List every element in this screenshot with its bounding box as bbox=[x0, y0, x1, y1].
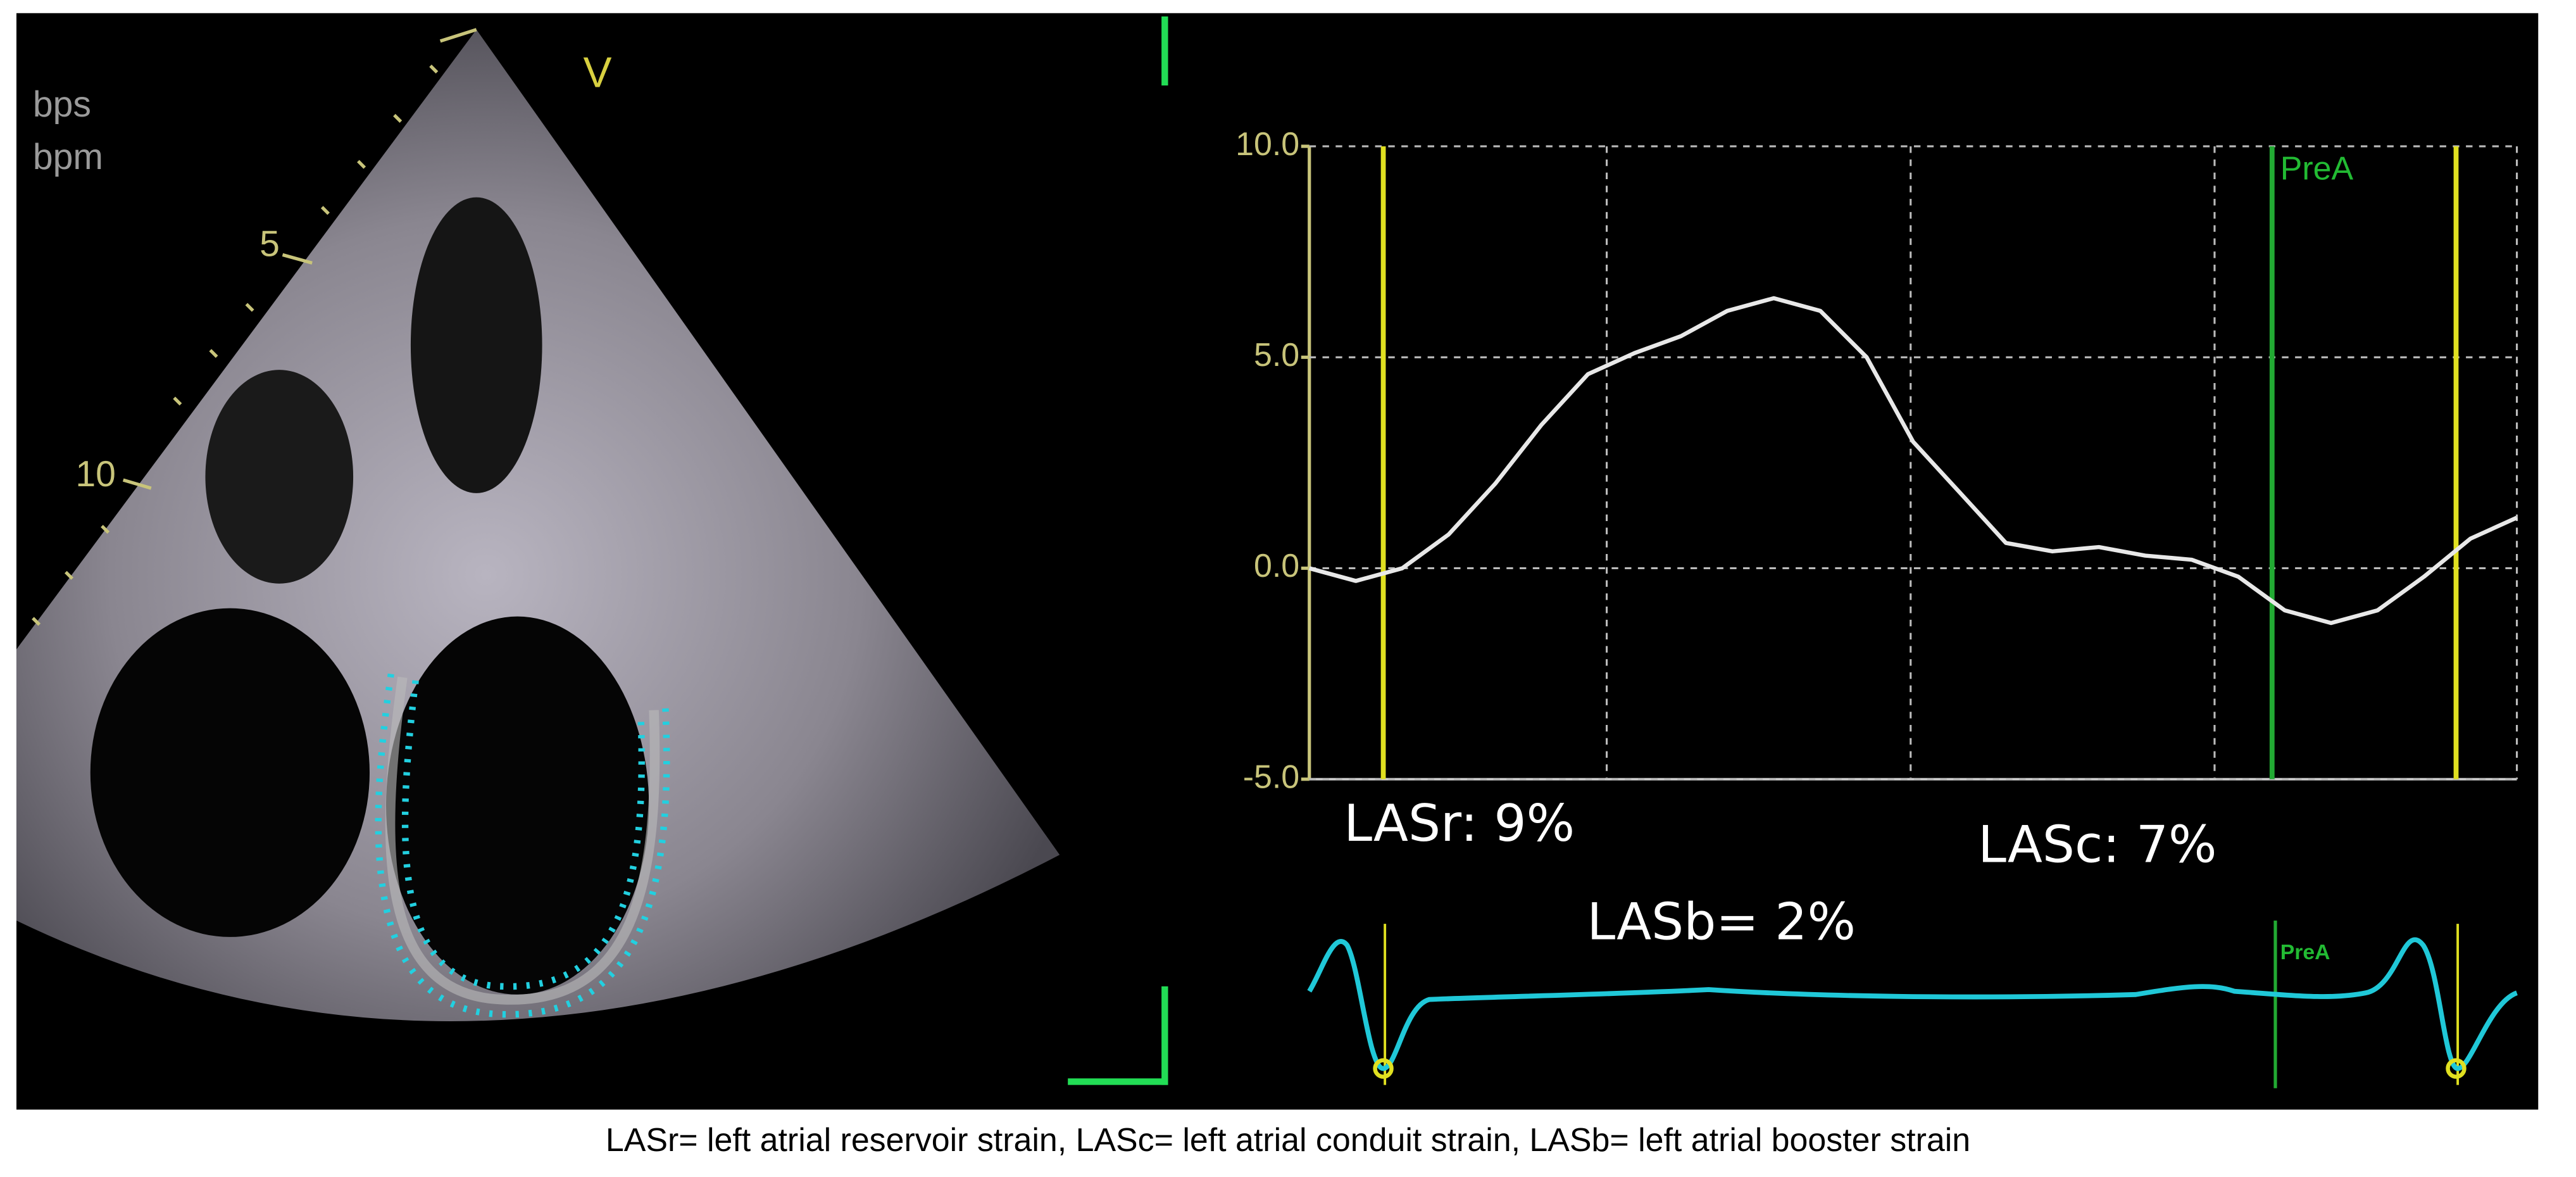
y-tick-label: -5.0 bbox=[1243, 758, 1299, 795]
tracking-dots-outer bbox=[375, 673, 670, 1018]
y-tick-label: 0.0 bbox=[1254, 548, 1299, 584]
trace-point bbox=[1373, 1058, 1394, 1079]
strain-curve bbox=[1308, 296, 2518, 626]
annotation: LASc: 7% bbox=[1978, 815, 2216, 874]
lv-cavity bbox=[410, 197, 542, 493]
depth-ticks bbox=[32, 65, 439, 626]
la-cavity bbox=[385, 616, 649, 995]
la-border bbox=[385, 676, 660, 1005]
caption: LASr= left atrial reservoir strain, LASc… bbox=[606, 1122, 1970, 1159]
trace-point bbox=[2446, 1058, 2467, 1079]
trace bbox=[1307, 937, 2518, 1071]
sector-edge bbox=[439, 28, 477, 43]
depth-label: 5 bbox=[259, 224, 280, 265]
y-tick-label: 5.0 bbox=[1254, 337, 1299, 374]
echo-label: bpm bbox=[33, 137, 103, 177]
ra-cavity bbox=[90, 608, 370, 937]
prea-label: PreA bbox=[2280, 151, 2354, 187]
orientation-marker: V bbox=[583, 49, 611, 96]
annotation: LASb= 2% bbox=[1587, 892, 1855, 952]
echo-image: bps bpm 5 10 V bbox=[16, 28, 1060, 1021]
annotation: LASr: 9% bbox=[1344, 793, 1575, 853]
trace-prea-label: PreA bbox=[2280, 940, 2330, 964]
frame-corners bbox=[1068, 16, 1168, 1085]
depth-label: 10 bbox=[75, 454, 116, 494]
rv-cavity bbox=[205, 370, 354, 584]
event-markers bbox=[1307, 146, 2518, 1088]
tracking-dots-inner bbox=[401, 680, 645, 990]
echo-label: bps bbox=[33, 84, 91, 125]
y-tick-label: 10.0 bbox=[1235, 126, 1299, 163]
